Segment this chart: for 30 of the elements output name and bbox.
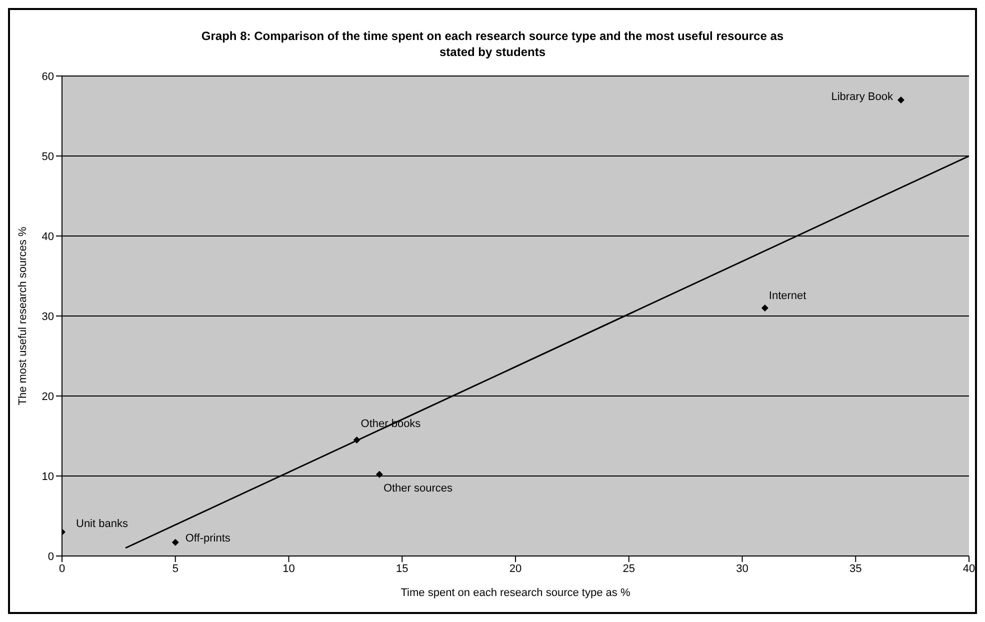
y-tick-label: 10 (42, 470, 54, 483)
x-tick-label: 5 (172, 562, 178, 575)
x-tick-label: 30 (736, 562, 748, 575)
point (761, 304, 768, 312)
x-tick-label: 0 (58, 562, 66, 575)
annotation: Unit banks (76, 518, 128, 530)
y-tick-label: 40 (42, 230, 54, 243)
x-tick-label: 25 (622, 562, 635, 575)
chart-title: Graph 8: Comparison of the time spent on each research source type and the most useful resource as stated by students (200, 28, 785, 60)
point (897, 96, 904, 104)
y-tick-label: 60 (42, 70, 54, 83)
x-tick-label: 40 (962, 562, 976, 575)
x-tick-label: 20 (509, 562, 522, 575)
x-tick-label: 35 (850, 562, 862, 575)
x-tick-label: 10 (282, 562, 295, 575)
y-tick-label: 20 (42, 390, 54, 403)
annotation: Library Book (831, 90, 894, 103)
y-tick-label: 30 (42, 310, 54, 323)
annotation: Other books (360, 418, 422, 430)
point (172, 538, 179, 546)
annotation: Internet (768, 290, 806, 302)
annotation: Other sources (383, 482, 454, 494)
x-tick-label: 15 (396, 562, 408, 575)
y-axis-title: The most useful research sources % (16, 226, 29, 406)
point (376, 470, 383, 478)
point (353, 436, 360, 444)
y-tick-label: 50 (42, 150, 54, 163)
annotation: Off-prints (185, 532, 231, 544)
x-axis-title: Time spent on each research source type as % (400, 587, 630, 599)
y-tick-label: 0 (48, 550, 54, 563)
